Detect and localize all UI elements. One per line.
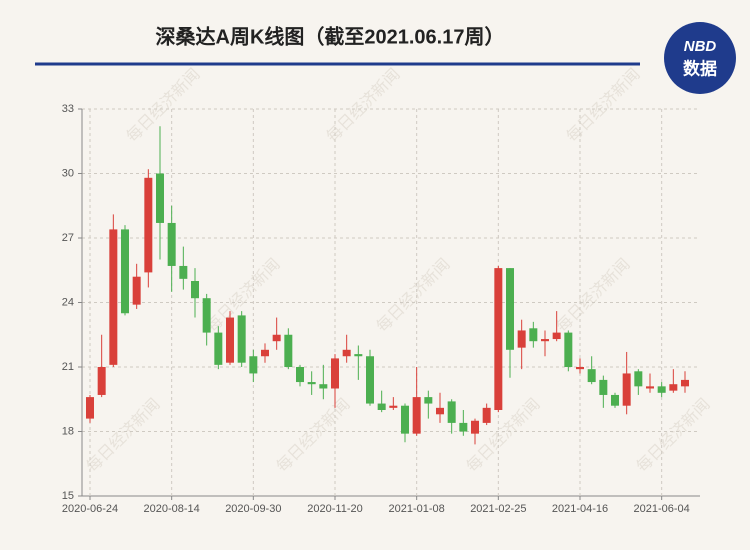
candle-body [354,354,363,357]
candle-body [401,405,409,434]
candle-body [97,367,106,395]
x-tick-label: 2020-06-24 [62,503,118,515]
watermarks: 每日经济新闻每日经济新闻每日经济新闻每日经济新闻每日经济新闻每日经济新闻每日经济… [83,65,714,476]
candle-body [202,298,211,333]
y-tick-label: 24 [62,296,74,308]
candle-body [307,382,316,385]
watermark: 每日经济新闻 [83,395,164,476]
candle-body [261,349,269,357]
candle-body [226,317,234,363]
candle-body [249,356,258,374]
candle-body [622,373,631,406]
candle-body [611,394,619,406]
y-tick-label: 30 [62,167,74,179]
y-tick-label: 15 [62,490,74,502]
x-tick-label: 2021-04-16 [552,503,608,515]
watermark: 每日经济新闻 [563,65,644,146]
candle-body [296,367,304,383]
candle-body [447,401,456,423]
y-tick-label: 21 [62,361,74,373]
candle-body [424,397,433,404]
candle-body [564,332,573,367]
watermark: 每日经济新闻 [273,395,354,476]
candle-body [541,339,549,342]
candle-body [646,386,654,389]
chart-title: 深桑达A周K线图（截至2021.06.17周） [156,24,505,48]
candle-body [377,403,386,410]
candle-body [657,386,666,393]
candle-body [506,268,514,350]
candle-body [599,379,608,395]
x-tick-label: 2021-02-25 [470,503,526,515]
x-tick-label: 2020-11-20 [307,503,362,515]
logo-top: NBD [684,38,717,55]
candle-body [179,265,188,279]
candle-body [132,276,141,305]
candle-body [109,229,118,365]
y-tick-label: 27 [62,232,74,244]
candle-body [237,315,246,363]
candle-body [331,358,339,389]
candle-body [366,356,374,404]
candle-body [86,397,94,419]
candle-body [342,349,351,357]
logo-bottom: 数据 [683,58,717,78]
candle-body [494,268,503,410]
candle-body [576,367,584,370]
candle-body [552,332,561,340]
candle-body [389,405,398,408]
watermark: 每日经济新闻 [373,255,454,336]
candle-body [272,334,281,342]
candle-body [284,334,293,367]
candle-body [121,229,129,314]
candle-body [144,177,153,273]
x-tick-label: 2021-01-08 [389,503,445,515]
candle-body [319,384,328,389]
candle-body [482,407,491,423]
y-tick-label: 33 [62,103,74,115]
y-tick-label: 18 [62,425,74,437]
watermark: 每日经济新闻 [553,255,634,336]
candle-body [669,384,678,391]
candle-body [459,422,468,432]
candle-body [587,369,596,383]
candle-body [471,420,479,434]
x-tick-label: 2021-06-04 [634,503,690,515]
candle-body [167,222,176,266]
candle-body [436,407,444,415]
watermark: 每日经济新闻 [123,65,204,146]
x-tick-label: 2020-08-14 [144,503,200,515]
candle-body [529,328,538,342]
candle-body [191,281,199,299]
logo [664,22,736,94]
candle-body [517,330,526,348]
candle-body [156,173,164,223]
watermark: 每日经济新闻 [633,395,714,476]
candle-body [634,371,643,387]
candle-body [214,332,223,365]
candle-body [681,379,689,387]
candle-body [412,397,421,434]
x-tick-label: 2020-09-30 [225,503,281,515]
